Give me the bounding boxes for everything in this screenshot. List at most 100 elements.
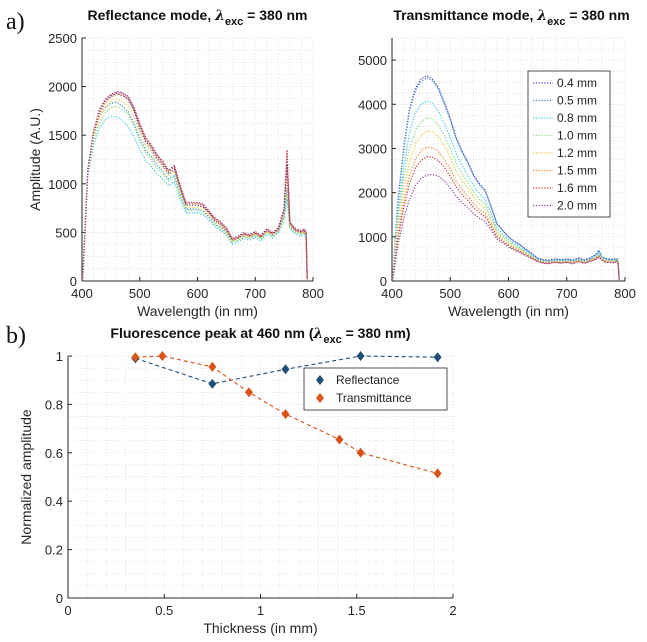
y-tick-label: 2500 (48, 31, 77, 46)
x-tick-label: 700 (556, 286, 578, 301)
x-tick-label: 600 (498, 286, 520, 301)
series-line-1-6-mm (82, 91, 308, 282)
x-axis-label: Thickness (in mm) (203, 620, 317, 636)
legend-label-reflectance: Reflectance (336, 373, 400, 387)
series-line-transmittance (135, 355, 438, 474)
legend-label-1-6-mm: 1.6 mm (557, 181, 597, 195)
x-tick-label: 0.5 (155, 603, 173, 618)
y-tick-label: 0.6 (45, 446, 63, 461)
data-point-transmittance (131, 352, 140, 363)
reflectance-spectrum-chart: 400 500 600 700 800 0 500 1000 1500 2000 2500 Wavel… (27, 7, 324, 319)
x-tick-label: 800 (302, 286, 324, 301)
x-tick-label: 0 (64, 603, 71, 618)
legend-swatch-transmittance (316, 393, 324, 403)
data-point-reflectance (356, 351, 365, 361)
series-line-0-8-mm (392, 100, 620, 282)
title-subscript: exc (225, 16, 243, 28)
series-line-1-2-mm (82, 98, 308, 282)
title-prefix: Transmittance mode, (393, 7, 537, 23)
legend: 0.4 mm 0.5 mm 0.8 mm 1.0 mm 1.2 mm 1.5 mm 1.6 … (527, 70, 611, 218)
legend-box (303, 367, 448, 411)
data-point-transmittance (158, 351, 167, 361)
title-subscript: exc (547, 16, 565, 28)
x-tick-label: 500 (439, 286, 461, 301)
y-tick-label: 0 (56, 591, 63, 606)
series-group (131, 351, 442, 479)
series-line-2-0-mm (392, 173, 620, 282)
data-point-transmittance (356, 447, 365, 458)
x-tick-label: 400 (71, 286, 93, 301)
x-tick-label: 500 (129, 286, 151, 301)
y-tick-label: 1 (56, 349, 63, 364)
y-tick-label: 0.4 (45, 494, 63, 509)
y-tick-label: 1000 (48, 177, 77, 192)
y-tick-label: 500 (55, 225, 77, 240)
x-tick-label: 600 (187, 286, 209, 301)
x-axis-label: Wavelength (in nm) (448, 303, 569, 319)
legend-label-0-4-mm: 0.4 mm (557, 76, 597, 90)
series-line-1-0-mm (82, 105, 308, 282)
title-lambda: λ (313, 326, 324, 342)
series-line-2-0-mm (82, 90, 308, 282)
legend-label-0-5-mm: 0.5 mm (557, 94, 597, 108)
y-tick-label: 1000 (358, 230, 387, 245)
series-line-1-5-mm (392, 146, 620, 282)
chart-title: Reflectance mode, λexc = 380 nm (88, 7, 308, 28)
data-point-reflectance (281, 364, 290, 375)
legend-label-1-2-mm: 1.2 mm (557, 146, 597, 160)
data-point-transmittance (244, 387, 253, 398)
fluorescence-peak-chart: 0 0.5 1 1.5 2 0 0.2 0.4 0.6 0.8 1 Thickness (in mm)… (18, 325, 457, 636)
y-tick-label: 0.2 (45, 543, 63, 558)
title-subscript: exc (323, 334, 341, 346)
series-line-1-0-mm (392, 116, 620, 282)
chart-title: Fluorescence peak at 460 nm (λexc = 380 … (110, 325, 410, 346)
legend-swatch-reflectance (316, 375, 324, 385)
legend-label-0-8-mm: 0.8 mm (557, 111, 597, 125)
y-tick-label: 3000 (358, 141, 387, 156)
transmittance-spectrum-chart: 400 500 600 700 800 0 1000 2000 3000 4000 5000 Wave… (358, 7, 636, 319)
title-lambda: λ (214, 8, 225, 24)
x-tick-label: 1.5 (348, 603, 366, 618)
title-suffix: = 380 nm (243, 7, 307, 23)
series-group (82, 90, 308, 282)
x-tick-label: 1 (257, 603, 264, 618)
data-point-transmittance (433, 468, 442, 479)
data-point-reflectance (208, 378, 217, 389)
title-prefix: Reflectance mode, (88, 7, 216, 23)
data-point-transmittance (281, 409, 290, 420)
y-axis-label: Normalized amplitude (18, 409, 34, 545)
grid-lines (81, 37, 314, 282)
x-tick-label: 2 (449, 603, 456, 618)
legend-label-transmittance: Transmittance (336, 391, 412, 405)
x-tick-label: 800 (614, 286, 636, 301)
data-point-transmittance (208, 361, 217, 372)
y-tick-label: 0 (380, 274, 387, 289)
y-axis-label: Amplitude (A.U.) (27, 108, 43, 211)
x-tick-label: 400 (381, 286, 403, 301)
title-suffix: = 380 nm) (342, 325, 411, 341)
title-prefix: Fluorescence peak at 460 nm ( (110, 325, 313, 341)
series-line-0-8-mm (82, 116, 308, 282)
y-tick-label: 4000 (358, 97, 387, 112)
y-tick-label: 2000 (48, 80, 77, 95)
title-suffix: = 380 nm (565, 7, 629, 23)
y-tick-label: 2000 (358, 186, 387, 201)
y-tick-label: 0 (70, 274, 77, 289)
legend-box (527, 70, 611, 218)
panel-label-a: a) (6, 9, 25, 35)
legend-label-1-0-mm: 1.0 mm (557, 129, 597, 143)
panel-label-b: b) (6, 323, 26, 349)
legend: Reflectance Transmittance (303, 367, 448, 411)
series-line-0-5-mm (82, 101, 308, 282)
x-tick-label: 700 (244, 286, 266, 301)
y-tick-label: 5000 (358, 53, 387, 68)
y-tick-label: 0.8 (45, 397, 63, 412)
y-tick-label: 1500 (48, 128, 77, 143)
series-group (392, 74, 620, 282)
legend-label-1-5-mm: 1.5 mm (557, 164, 597, 178)
series-line-1-5-mm (82, 93, 308, 282)
series-line-0-4-mm (392, 74, 620, 282)
chart-title: Transmittance mode, λexc = 380 nm (393, 7, 629, 28)
data-point-reflectance (433, 352, 442, 363)
